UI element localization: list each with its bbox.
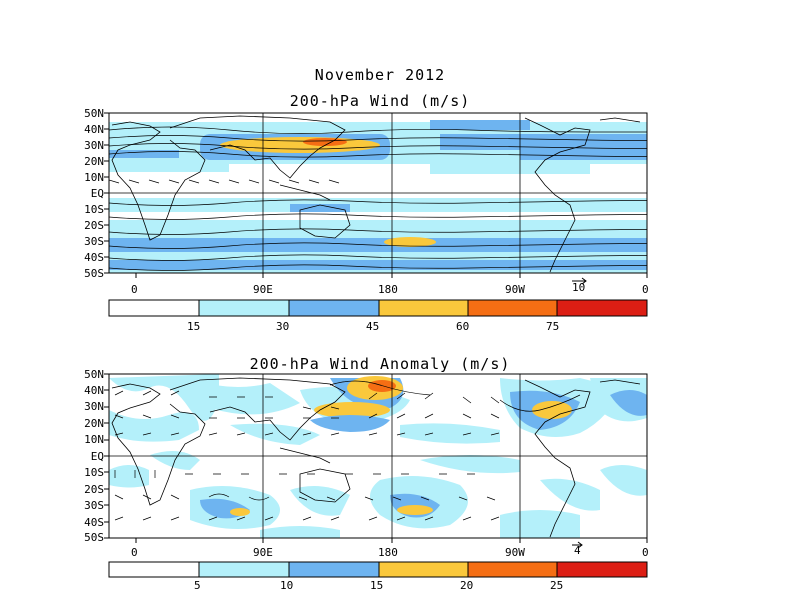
lat-label: EQ — [90, 450, 104, 463]
lat-label: 20N — [84, 417, 104, 430]
panel-2-reference-vector-label: 4 — [574, 544, 581, 557]
colorbar-tick: 75 — [546, 320, 560, 333]
wind-vectors — [109, 126, 647, 271]
colorbar-tick: 15 — [370, 579, 384, 592]
panel-1-colorbar — [108, 299, 648, 317]
lat-label: 10S — [84, 466, 104, 479]
lat-label: 50S — [84, 267, 104, 280]
lat-label: 40S — [84, 251, 104, 264]
colorbar-tick: 15 — [187, 320, 201, 333]
wind-speed-shading — [109, 120, 647, 273]
lat-label: 30N — [84, 400, 104, 413]
lon-label: 90E — [253, 546, 273, 559]
lat-label: 20N — [84, 155, 104, 168]
colorbar-tick: 5 — [194, 579, 201, 592]
colorbar-tick: 60 — [456, 320, 470, 333]
lat-label: 40N — [84, 123, 104, 136]
colorbar-tick: 30 — [276, 320, 290, 333]
panel-2-colorbar — [108, 561, 648, 578]
anomaly-vectors — [114, 380, 581, 521]
lon-label: 180 — [378, 283, 398, 296]
lat-label: 40N — [84, 384, 104, 397]
lat-label: 30S — [84, 235, 104, 248]
lon-label: 0 — [131, 546, 138, 559]
figure-title: November 2012 — [314, 66, 446, 84]
grid-lines — [109, 374, 647, 538]
colorbar-tick: 45 — [366, 320, 380, 333]
panel-1-tick-marks — [104, 112, 648, 278]
lon-label: 90W — [505, 283, 525, 296]
lat-label: 40S — [84, 516, 104, 529]
panel-2-reference-vector — [572, 541, 583, 549]
colorbar-tick: 25 — [550, 579, 564, 592]
lat-label: 20S — [84, 219, 104, 232]
panel-2-title: 200-hPa Wind Anomaly (m/s) — [249, 355, 511, 373]
lon-label: 90E — [253, 283, 273, 296]
panel-1-title: 200-hPa Wind (m/s) — [289, 92, 471, 110]
panel-1-reference-vector — [572, 277, 587, 285]
lon-label: 0 — [131, 283, 138, 296]
lat-label: 30S — [84, 499, 104, 512]
panel-1-reference-vector-label: 10 — [572, 281, 586, 294]
lat-label: 50S — [84, 531, 104, 544]
lat-label: 50N — [84, 368, 104, 381]
lat-label: 10N — [84, 171, 104, 184]
panel-1-map — [109, 113, 647, 273]
lat-label: 10S — [84, 203, 104, 216]
panel-2-tick-marks — [104, 373, 648, 543]
lon-label: 180 — [378, 546, 398, 559]
lat-label: EQ — [90, 187, 104, 200]
grid-lines — [109, 113, 647, 273]
lat-label: 10N — [84, 433, 104, 446]
lon-label: 0 — [642, 546, 649, 559]
colorbar-tick: 10 — [280, 579, 294, 592]
lon-label: 90W — [505, 546, 525, 559]
lon-label: 0 — [642, 283, 649, 296]
panel-2-map — [109, 374, 647, 538]
colorbar-tick: 20 — [460, 579, 474, 592]
lat-label: 30N — [84, 139, 104, 152]
lat-label: 20S — [84, 483, 104, 496]
lat-label: 50N — [84, 107, 104, 120]
